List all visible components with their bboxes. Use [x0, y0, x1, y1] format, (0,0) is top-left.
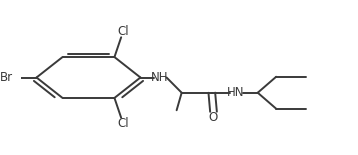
Text: Br: Br	[0, 71, 13, 84]
Text: NH: NH	[151, 71, 169, 84]
Text: Cl: Cl	[117, 117, 129, 130]
Text: O: O	[209, 111, 218, 124]
Text: HN: HN	[227, 86, 245, 99]
Text: Cl: Cl	[117, 25, 129, 38]
